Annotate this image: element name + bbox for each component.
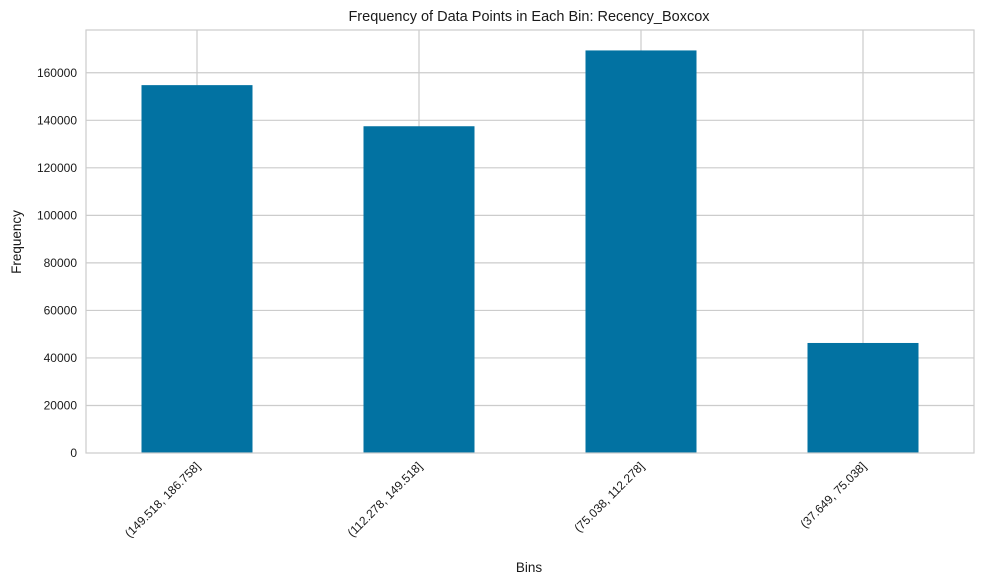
bar (141, 85, 253, 454)
y-tick-label: 0 (70, 446, 77, 460)
x-tick-labels: (149.518, 186.758] (112.278, 149.518] (75.… (122, 459, 869, 540)
y-tick-label: 160000 (37, 66, 77, 80)
y-tick-label: 40000 (44, 351, 78, 365)
y-tick-label: 60000 (44, 303, 78, 317)
bar (363, 126, 475, 453)
x-tick-label: (149.518, 186.758] (122, 459, 203, 540)
y-tick-label: 100000 (37, 208, 77, 222)
bar (585, 50, 697, 454)
y-axis-label: Frequency (9, 210, 24, 274)
y-tick-label: 140000 (37, 113, 77, 127)
y-tick-label: 80000 (44, 256, 78, 270)
x-tick-label: (37.649, 75.038] (797, 459, 869, 531)
bar (807, 342, 919, 453)
y-tick-labels: 0 20000 40000 60000 80000 100000 120000 140000 1… (37, 66, 77, 460)
x-tick-label: (112.278, 149.518] (345, 459, 426, 540)
chart-title: Frequency of Data Points in Each Bin: Re… (348, 9, 710, 25)
x-tick-label: (75.038, 112.278] (571, 459, 647, 535)
y-tick-label: 120000 (37, 161, 77, 175)
x-axis-label: Bins (516, 560, 543, 575)
y-tick-label: 20000 (44, 398, 78, 412)
plot-frame (85, 29, 975, 454)
bars (141, 50, 919, 454)
